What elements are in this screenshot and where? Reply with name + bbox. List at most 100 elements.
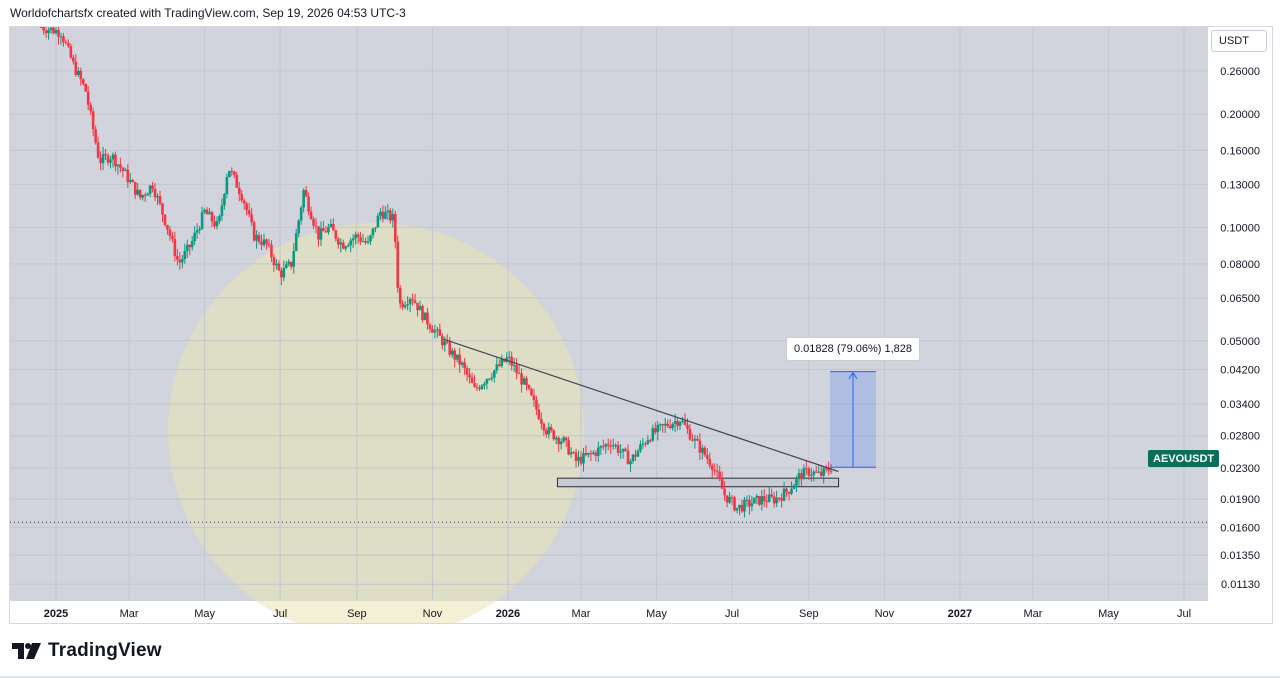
candle-body — [361, 241, 365, 243]
candle-body — [324, 231, 328, 233]
candle-body — [475, 386, 479, 388]
candle-body — [520, 373, 523, 385]
candle-body — [505, 357, 509, 362]
candle-body — [812, 471, 816, 476]
candle-body — [213, 221, 216, 227]
candle-body — [814, 471, 818, 473]
time-tick-label: 2025 — [44, 608, 68, 620]
candle-body — [559, 441, 563, 445]
watermark-circle — [168, 223, 584, 623]
candle-body — [200, 212, 204, 229]
candle-body — [151, 185, 154, 189]
candle-body — [703, 447, 707, 456]
candle-body — [455, 354, 459, 360]
candle-body — [47, 29, 50, 34]
chart-caption: Worldofchartsfx created with TradingView… — [10, 6, 406, 20]
candle-body — [644, 443, 647, 445]
tradingview-brand-text: TradingView — [48, 640, 162, 661]
candle-body — [210, 212, 214, 222]
candle-body — [562, 437, 565, 442]
candle-body — [349, 240, 352, 246]
candle-body — [230, 171, 234, 173]
tradingview-logo[interactable]: TradingView — [12, 640, 162, 662]
candle-body — [597, 447, 600, 456]
candle-body — [696, 438, 699, 441]
candle-body — [691, 439, 694, 441]
candle-body — [339, 242, 343, 245]
candle-body — [156, 195, 159, 198]
price-tick-label: 0.01350 — [1220, 550, 1260, 562]
candle-body — [59, 36, 63, 38]
candle-body — [453, 350, 457, 360]
candle-body — [782, 488, 786, 501]
price-axis: 0.26000 0.20000 0.16000 0.13000 0.10000 0.080… — [1220, 66, 1260, 591]
candle-body — [374, 227, 377, 229]
candle-body — [651, 428, 655, 441]
candle-body — [589, 452, 593, 454]
candle-body — [715, 470, 719, 472]
candle-body — [817, 471, 821, 473]
candle-body — [629, 461, 632, 465]
candle-body — [631, 454, 635, 462]
candle-body — [252, 222, 256, 241]
candle-body — [220, 205, 224, 216]
candle-body — [366, 241, 370, 243]
candle-body — [185, 244, 189, 251]
candle-body — [678, 421, 682, 426]
price-chart[interactable]: 0.26000 0.20000 0.16000 0.13000 0.10000 0.080… — [10, 27, 1272, 623]
candle-body — [64, 42, 68, 44]
candle-body — [535, 400, 538, 410]
candle-body — [111, 154, 115, 160]
candle-body — [247, 210, 251, 215]
candle-body — [443, 341, 447, 346]
candle-body — [195, 230, 199, 233]
time-tick-label: Jul — [273, 608, 287, 620]
candle-body — [577, 456, 580, 461]
candle-body — [128, 180, 132, 183]
candle-body — [341, 242, 345, 249]
candle-body — [188, 244, 192, 248]
candle-body — [52, 27, 55, 34]
candle-body — [822, 468, 825, 476]
candle-body — [780, 498, 783, 501]
candle-body — [673, 421, 677, 424]
candle-body — [604, 444, 608, 447]
chart-frame[interactable]: 0.26000 0.20000 0.16000 0.13000 0.10000 0.080… — [9, 26, 1273, 624]
candle-body — [740, 504, 744, 512]
candle-body — [218, 215, 221, 222]
candle-body — [701, 447, 704, 453]
candle-body — [121, 167, 125, 171]
time-axis: 2025 Mar May Jul Sep Nov 2026 Mar May Jul Sep Nov 20… — [44, 608, 1191, 620]
price-tick-label: 0.01130 — [1221, 579, 1260, 591]
candle-body — [502, 359, 506, 362]
candle-body — [438, 329, 442, 336]
candle-body — [497, 364, 501, 366]
candle-body — [205, 209, 209, 215]
candle-body — [641, 443, 645, 445]
candle-body — [710, 465, 714, 470]
candle-body — [569, 452, 573, 455]
candle-body — [554, 437, 558, 440]
tradingview-logo-icon — [12, 643, 41, 659]
time-tick-label: Nov — [875, 608, 895, 620]
candle-body — [356, 234, 360, 238]
candle-body — [500, 359, 504, 366]
candle-body — [770, 494, 773, 497]
candle-body — [168, 229, 172, 237]
candle-body — [810, 475, 813, 477]
candle-body — [790, 489, 793, 494]
candle-body — [287, 261, 291, 265]
currency-badge[interactable]: USDT — [1211, 30, 1267, 52]
horizontal-gridlines — [10, 70, 1208, 585]
candle-body — [532, 395, 536, 401]
candle-body — [299, 207, 303, 221]
candle-body — [413, 300, 417, 303]
candle-body — [49, 27, 53, 30]
candle-body — [74, 61, 78, 75]
candle-body — [418, 305, 422, 311]
candle-body — [515, 365, 518, 374]
candle-body — [327, 226, 330, 233]
candle-body — [91, 111, 95, 130]
candle-body — [86, 91, 90, 105]
candle-body — [223, 194, 226, 206]
